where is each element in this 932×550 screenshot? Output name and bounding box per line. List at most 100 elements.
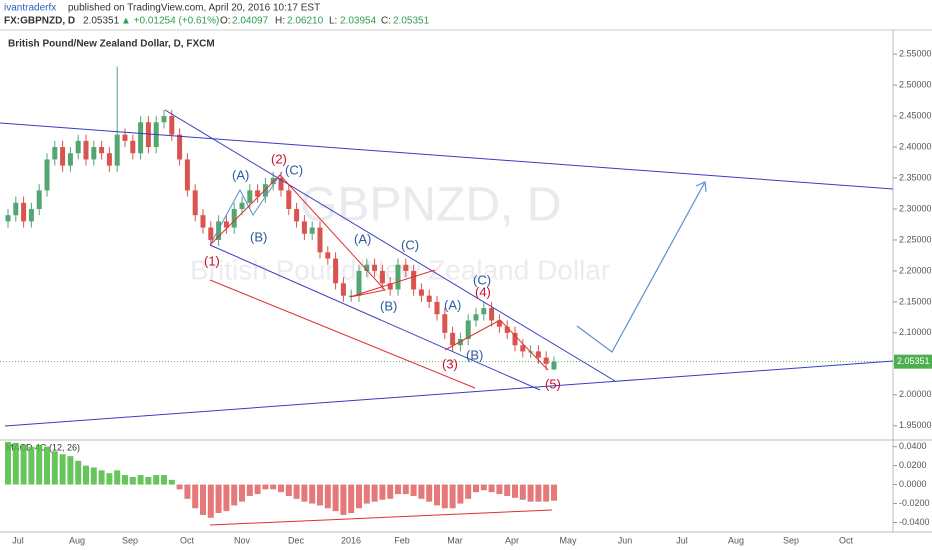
- histogram-bar: [340, 484, 347, 515]
- histogram-bar: [137, 475, 144, 485]
- x-tick-label: Aug: [69, 535, 85, 545]
- wave-label: (C): [473, 272, 491, 287]
- y-tick-label: 0.0200: [899, 460, 927, 470]
- histogram-bar: [465, 484, 472, 499]
- histogram-bar: [332, 484, 339, 512]
- channel: [209, 244, 541, 391]
- histogram-bar: [379, 484, 386, 500]
- x-tick-label: Jun: [618, 535, 633, 545]
- histogram-bar: [488, 484, 495, 493]
- histogram-bar: [75, 460, 82, 485]
- macd-title: MACD 4C (12, 26): [6, 442, 80, 452]
- candle-body: [161, 116, 167, 123]
- candle-body: [379, 270, 385, 284]
- candle-body: [114, 134, 120, 166]
- candle-body: [239, 202, 245, 209]
- histogram-bar: [44, 446, 50, 485]
- candle-body: [535, 351, 541, 358]
- histogram-bar: [371, 484, 378, 502]
- candle-body: [130, 140, 136, 154]
- histogram-bar: [278, 484, 284, 493]
- histogram-bar: [98, 470, 105, 485]
- candle-body: [395, 264, 401, 290]
- wave: [209, 174, 436, 298]
- candle-body: [192, 190, 198, 216]
- histogram-bar: [12, 442, 19, 485]
- candle-body: [372, 264, 378, 271]
- wave-label: (A): [354, 231, 371, 246]
- wave: [444, 319, 549, 371]
- wave-label: (C): [285, 162, 303, 177]
- histogram-bar: [519, 484, 526, 500]
- published: published on TradingView.com, April 20, …: [68, 3, 320, 14]
- histogram-bar: [161, 475, 167, 485]
- last-price-label: 2.05351: [897, 356, 930, 366]
- main-title: British Pound/New Zealand Dollar, D, FXC…: [8, 39, 215, 50]
- histogram-bar: [67, 456, 74, 485]
- candle-body: [75, 140, 81, 154]
- y-tick-label: -0.0200: [899, 498, 930, 508]
- wave-label: (1): [204, 253, 220, 268]
- candle-body: [356, 270, 362, 296]
- l-value: 2.03954: [340, 16, 377, 27]
- candle-body: [286, 190, 292, 209]
- histogram-bar: [176, 484, 183, 490]
- candle-body: [169, 116, 175, 135]
- change: ▲ +0.01254 (+0.61%): [121, 16, 219, 27]
- candle-body: [489, 308, 495, 321]
- y-tick-label: 2.35000: [899, 172, 932, 182]
- x-tick-label: 2016: [341, 535, 361, 545]
- candle-body: [551, 361, 557, 370]
- x-tick-label: Sep: [122, 535, 138, 545]
- histogram-bar: [262, 484, 269, 490]
- c-value: 2.05351: [393, 16, 430, 27]
- wave-label: (A): [444, 297, 461, 312]
- histogram-bar: [543, 484, 550, 502]
- candle-body: [333, 258, 339, 284]
- histogram-bar: [434, 484, 440, 506]
- h-value: 2.06210: [287, 16, 324, 27]
- candle-body: [122, 134, 128, 141]
- histogram-bar: [192, 484, 199, 509]
- candle-body: [36, 190, 42, 209]
- histogram-bar: [83, 465, 89, 485]
- histogram-bar: [231, 484, 238, 506]
- candle-body: [138, 122, 144, 154]
- candle-body: [473, 314, 479, 321]
- last-price-box: [894, 354, 932, 369]
- wave-label: (B): [380, 298, 397, 313]
- candle-body: [301, 221, 307, 234]
- candle-body: [403, 264, 409, 271]
- author[interactable]: ivantraderfx: [4, 3, 56, 14]
- y-tick-label: 0.0400: [899, 441, 927, 451]
- histogram-bar: [512, 484, 518, 498]
- histogram-bar: [426, 484, 433, 502]
- histogram-bar: [59, 454, 66, 485]
- y-tick-label: 2.20000: [899, 265, 932, 275]
- y-tick-label: 2.10000: [899, 327, 932, 337]
- histogram-bar: [200, 484, 206, 515]
- candle-body: [145, 122, 151, 148]
- histogram-bar: [20, 444, 27, 485]
- candle-body: [442, 314, 448, 333]
- y-tick-label: 1.95000: [899, 420, 932, 430]
- histogram-bar: [223, 484, 230, 512]
- histogram-bar: [168, 479, 175, 485]
- candle-body: [504, 326, 510, 333]
- candle-body: [262, 184, 268, 197]
- candle-body: [247, 190, 253, 203]
- candle-body: [52, 147, 58, 160]
- l-label: L:: [329, 16, 337, 27]
- candle-body: [434, 301, 440, 315]
- histogram-bar: [153, 475, 160, 485]
- candle-body: [184, 159, 190, 191]
- histogram-bar: [36, 444, 43, 485]
- wave-label: (3): [442, 356, 458, 371]
- histogram-bar: [504, 484, 511, 496]
- histogram-bar: [535, 484, 542, 502]
- marks: 1.950002.000002.050002.100002.150002.200…: [0, 49, 932, 545]
- y-tick-label: 2.55000: [899, 49, 932, 59]
- histogram-bar: [449, 484, 456, 509]
- candle-body: [28, 208, 34, 222]
